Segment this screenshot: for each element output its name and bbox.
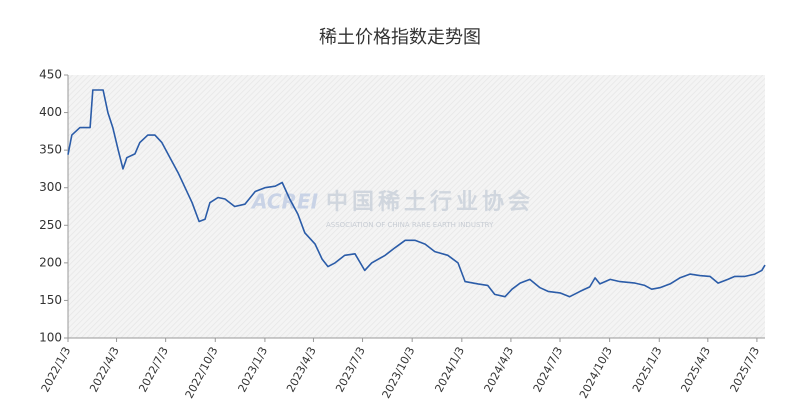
watermark-logo: ACREI xyxy=(250,190,319,214)
x-tick-label: 2025/4/3 xyxy=(678,345,713,395)
y-tick-label: 350 xyxy=(39,143,62,157)
y-tick-label: 400 xyxy=(39,105,62,119)
y-tick-label: 100 xyxy=(39,331,62,345)
x-tick-label: 2023/7/3 xyxy=(333,345,368,395)
y-tick-label: 450 xyxy=(39,68,62,82)
x-tick-label: 2024/1/3 xyxy=(432,345,467,395)
y-tick-label: 300 xyxy=(39,180,62,194)
x-tick-label: 2022/1/3 xyxy=(39,345,74,395)
x-tick-label: 2024/4/3 xyxy=(482,345,517,395)
watermark-title: 中国稀土行业协会 xyxy=(326,189,534,215)
x-tick-label: 2025/7/3 xyxy=(728,345,763,395)
x-tick-label: 2024/7/3 xyxy=(531,345,566,395)
y-tick-label: 150 xyxy=(39,293,62,307)
x-tick-label: 2022/7/3 xyxy=(136,345,171,395)
y-tick-label: 250 xyxy=(39,218,62,232)
x-tick-label: 2023/10/3 xyxy=(380,345,418,401)
line xyxy=(67,89,766,298)
x-tick-label: 2023/4/3 xyxy=(284,345,319,395)
x-tick-label: 2022/10/3 xyxy=(183,345,221,401)
chart-title: 稀土价格指数走势图 xyxy=(319,27,481,48)
plot-area xyxy=(68,75,765,338)
x-tick-label: 2022/4/3 xyxy=(87,345,122,395)
x-tick-label: 2024/10/3 xyxy=(577,345,615,401)
watermark-subtitle: ASSOCIATION OF CHINA RARE EARTH INDUSTRY xyxy=(326,221,494,229)
x-tick-label: 2023/1/3 xyxy=(236,345,271,395)
y-tick-label: 200 xyxy=(39,255,62,269)
x-tick-label: 2025/1/3 xyxy=(630,345,665,395)
